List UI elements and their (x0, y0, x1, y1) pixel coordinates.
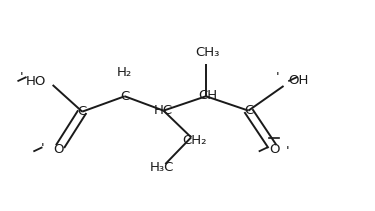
Text: C: C (244, 104, 253, 117)
Text: ': ' (20, 71, 24, 84)
Text: H₃C: H₃C (150, 161, 174, 174)
Text: H₂: H₂ (117, 66, 132, 79)
Text: ': ' (276, 71, 280, 84)
Text: OH: OH (288, 74, 309, 87)
Text: CH: CH (198, 89, 217, 102)
Text: ': ' (40, 142, 44, 155)
Text: O: O (269, 143, 280, 156)
Text: ': ' (286, 145, 290, 158)
Text: HC: HC (154, 104, 173, 117)
Text: C: C (120, 90, 129, 103)
Text: C: C (78, 105, 87, 118)
Text: O: O (53, 143, 63, 156)
Text: HO: HO (26, 75, 46, 88)
Text: CH₂: CH₂ (183, 134, 207, 147)
Text: CH₃: CH₃ (196, 46, 220, 59)
